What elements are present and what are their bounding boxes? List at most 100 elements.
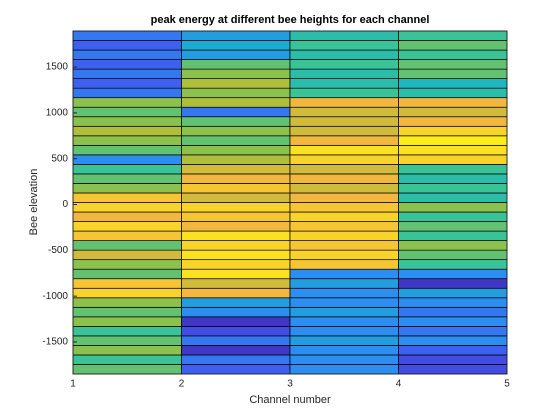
- cell: [181, 202, 291, 213]
- cell: [398, 116, 508, 127]
- cell: [181, 297, 291, 308]
- cell: [72, 259, 182, 270]
- cell: [289, 183, 399, 194]
- cell: [398, 278, 508, 289]
- cell: [289, 106, 399, 118]
- cell: [398, 183, 508, 194]
- cell: [181, 40, 291, 51]
- cell: [181, 306, 291, 318]
- cell: [289, 125, 399, 137]
- cell: [181, 30, 291, 41]
- cell: [398, 268, 508, 280]
- y-tick-label: 0: [62, 199, 68, 210]
- cell: [72, 306, 182, 318]
- cell: [289, 240, 399, 251]
- cell: [398, 230, 508, 241]
- cell: [72, 78, 182, 89]
- cell: [289, 268, 399, 280]
- cell: [181, 192, 291, 203]
- cell: [72, 192, 182, 203]
- cell: [289, 259, 399, 270]
- cell: [289, 173, 399, 184]
- cell: [398, 154, 508, 165]
- cell: [289, 316, 399, 327]
- y-tick-label: -1000: [42, 291, 68, 302]
- cell: [181, 116, 291, 127]
- cell: [398, 287, 508, 299]
- cell: [72, 202, 182, 213]
- cell: [289, 335, 399, 346]
- cell: [72, 335, 182, 346]
- cell: [289, 59, 399, 70]
- cell: [398, 335, 508, 346]
- cell: [72, 40, 182, 51]
- cell: [398, 125, 508, 137]
- cell: [398, 97, 508, 108]
- cell: [181, 49, 291, 60]
- cell: [289, 144, 399, 156]
- cell: [181, 278, 291, 289]
- cell: [72, 97, 182, 108]
- cell: [398, 78, 508, 89]
- x-tick-label: 1: [70, 379, 76, 390]
- cell: [398, 240, 508, 251]
- cell: [181, 59, 291, 70]
- cell: [181, 268, 291, 280]
- cell: [72, 249, 182, 261]
- cell: [181, 154, 291, 165]
- cell: [289, 116, 399, 127]
- cell: [72, 183, 182, 194]
- cell: [398, 59, 508, 70]
- cell: [289, 135, 399, 146]
- cell: [398, 106, 508, 118]
- cell: [72, 326, 182, 337]
- cell: [181, 78, 291, 89]
- cell: [181, 249, 291, 261]
- cell: [181, 230, 291, 241]
- chart-title: peak energy at different bee heights for…: [151, 14, 430, 26]
- cell: [289, 326, 399, 337]
- cell: [72, 125, 182, 137]
- cell: [181, 345, 291, 356]
- y-tick-label: 1000: [46, 108, 69, 119]
- cell: [398, 316, 508, 327]
- cell: [398, 211, 508, 222]
- cell: [289, 354, 399, 365]
- cell: [289, 40, 399, 51]
- x-tick-label: 5: [504, 379, 510, 390]
- cell: [289, 278, 399, 289]
- cell: [181, 240, 291, 251]
- cell: [181, 183, 291, 194]
- cell: [289, 164, 399, 175]
- cell: [72, 30, 182, 41]
- x-tick-label: 4: [396, 379, 402, 390]
- cell: [289, 249, 399, 261]
- cell: [289, 306, 399, 318]
- cell: [72, 345, 182, 356]
- y-tick-label: 500: [51, 153, 68, 164]
- cell: [72, 278, 182, 289]
- cell: [72, 164, 182, 175]
- cell: [398, 345, 508, 356]
- cell: [289, 87, 399, 99]
- cell: [72, 287, 182, 299]
- x-tick-label: 2: [179, 379, 185, 390]
- y-axis-label: Bee elevation: [28, 169, 40, 236]
- cell: [72, 173, 182, 184]
- cell: [72, 106, 182, 118]
- cell: [289, 30, 399, 41]
- cell: [181, 316, 291, 327]
- cell: [181, 135, 291, 146]
- y-tick-label: -500: [48, 245, 68, 256]
- cell: [398, 306, 508, 318]
- cell: [289, 49, 399, 60]
- cell: [398, 87, 508, 99]
- cell: [72, 116, 182, 127]
- cell: [289, 192, 399, 203]
- cell: [181, 287, 291, 299]
- cell: [72, 154, 182, 165]
- cell: [398, 221, 508, 232]
- cell: [72, 354, 182, 365]
- cell: [181, 97, 291, 108]
